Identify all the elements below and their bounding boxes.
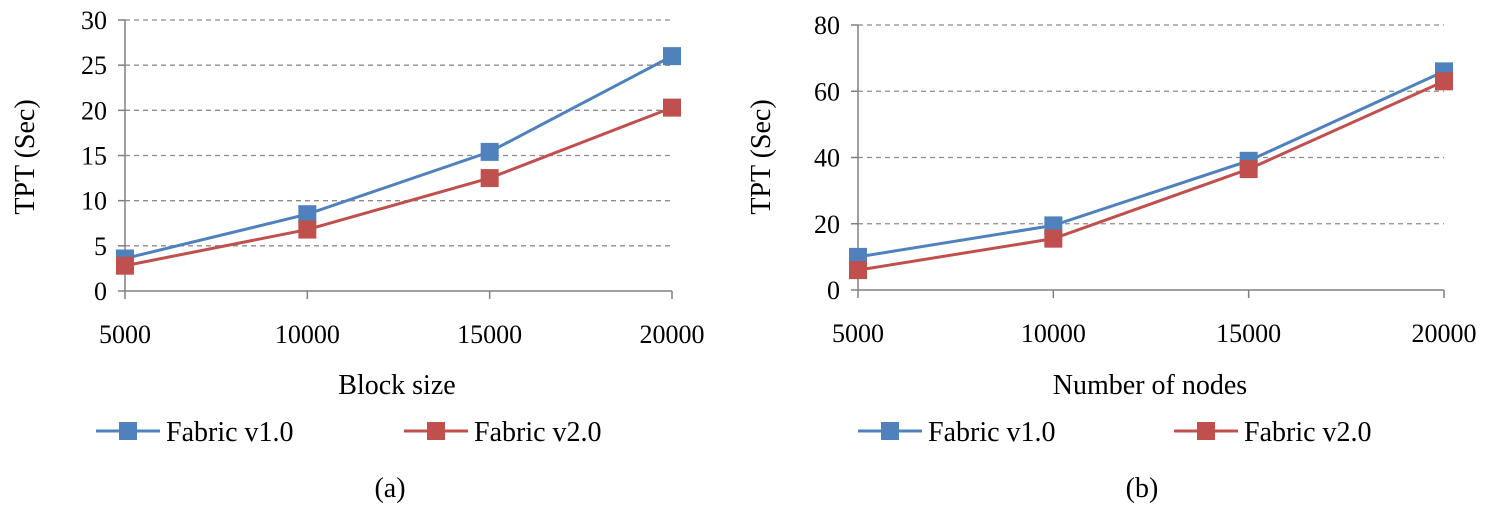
chart-b-caption: (b) (1126, 473, 1159, 504)
legend-item-fabric-v2: Fabric v2.0 (404, 417, 602, 448)
chart-b-y-axis-title: TPT (Sec) (746, 99, 777, 214)
legend-marker-fabric-v2 (1197, 422, 1215, 440)
chart-b-y-tick-label: 40 (814, 144, 840, 173)
chart-a-y-axis-title: TPT (Sec) (10, 99, 41, 214)
chart-b: 0 20 40 60 80 5000 10000 15000 20000 Number of … (746, 11, 1477, 504)
chart-a-x-ticks: 5000 10000 15000 20000 (99, 320, 705, 349)
chart-b-series-line-2 (857, 79, 1445, 272)
chart-a-axes (118, 19, 673, 299)
chart-b-x-tick-label: 10000 (1021, 319, 1086, 348)
legend-marker-fabric-v1 (119, 422, 137, 440)
chart-a-y-tick-label: 25 (81, 51, 107, 80)
chart-a-series-1-point (480, 142, 499, 161)
chart-b-axes (851, 24, 1445, 298)
chart-b-gridlines (858, 24, 1444, 225)
chart-a-gridlines (125, 19, 672, 247)
legend-label-fabric-v2: Fabric v2.0 (474, 417, 602, 448)
chart-a-series-line-1 (124, 54, 673, 260)
chart-b-series-2-point (849, 261, 867, 280)
legend-item-fabric-v1: Fabric v1.0 (96, 417, 294, 448)
chart-a-series-2-point (116, 256, 134, 275)
chart-a-y-ticks: 0 5 10 15 20 25 30 (81, 6, 107, 306)
chart-a-y-tick-label: 0 (94, 277, 107, 306)
chart-a-series-line-2 (124, 106, 673, 268)
chart-a-series-2-point (480, 169, 499, 188)
chart-b-series-line-1 (857, 70, 1445, 259)
legend-marker-fabric-v2 (427, 422, 445, 440)
chart-a-series-1-point (298, 205, 317, 224)
chart-a-x-tick-label: 5000 (99, 320, 151, 349)
legend-item-fabric-v2: Fabric v2.0 (1174, 417, 1372, 448)
chart-a-caption: (a) (374, 473, 405, 504)
chart-b-series-2-point (1044, 229, 1063, 248)
chart-a: 0 5 10 15 20 25 30 5000 10000 15000 20000 Block s… (10, 6, 705, 504)
legend-label-fabric-v1: Fabric v1.0 (928, 417, 1056, 448)
chart-b-x-ticks: 5000 10000 15000 20000 (832, 319, 1477, 348)
legend-label-fabric-v2: Fabric v2.0 (1244, 417, 1372, 448)
chart-a-x-tick-label: 15000 (457, 320, 522, 349)
chart-b-x-axis-title: Number of nodes (1053, 370, 1247, 401)
chart-a-series-2-point (663, 98, 681, 117)
chart-a-y-tick-label: 30 (81, 6, 107, 35)
chart-b-y-tick-label: 60 (814, 77, 840, 106)
chart-b-x-tick-label: 20000 (1412, 319, 1477, 348)
chart-b-series-2-point (1239, 160, 1258, 179)
chart-a-legend: Fabric v1.0 Fabric v2.0 (96, 417, 602, 448)
legend-item-fabric-v1: Fabric v1.0 (858, 417, 1056, 448)
chart-b-series-2-point (1435, 72, 1453, 91)
chart-b-x-tick-label: 5000 (832, 319, 884, 348)
chart-b-y-tick-label: 0 (827, 276, 840, 305)
chart-a-x-axis-title: Block size (338, 370, 455, 401)
chart-a-series-2-point (298, 220, 317, 239)
chart-b-y-tick-label: 20 (814, 210, 840, 239)
legend-marker-fabric-v1 (881, 422, 899, 440)
chart-a-y-tick-label: 5 (94, 232, 107, 261)
legend-label-fabric-v1: Fabric v1.0 (166, 417, 294, 448)
chart-a-y-tick-label: 10 (81, 187, 107, 216)
chart-b-series (849, 62, 1453, 280)
chart-b-y-ticks: 0 20 40 60 80 (814, 11, 840, 305)
chart-a-x-tick-label: 20000 (640, 320, 705, 349)
chart-b-x-tick-label: 15000 (1216, 319, 1281, 348)
chart-b-legend: Fabric v1.0 Fabric v2.0 (858, 417, 1372, 448)
chart-a-series-1-point (663, 47, 681, 66)
chart-b-y-tick-label: 80 (814, 11, 840, 40)
chart-a-y-tick-label: 20 (81, 96, 107, 125)
chart-a-series (116, 47, 681, 275)
chart-a-y-tick-label: 15 (81, 142, 107, 171)
chart-a-x-tick-label: 10000 (275, 320, 340, 349)
